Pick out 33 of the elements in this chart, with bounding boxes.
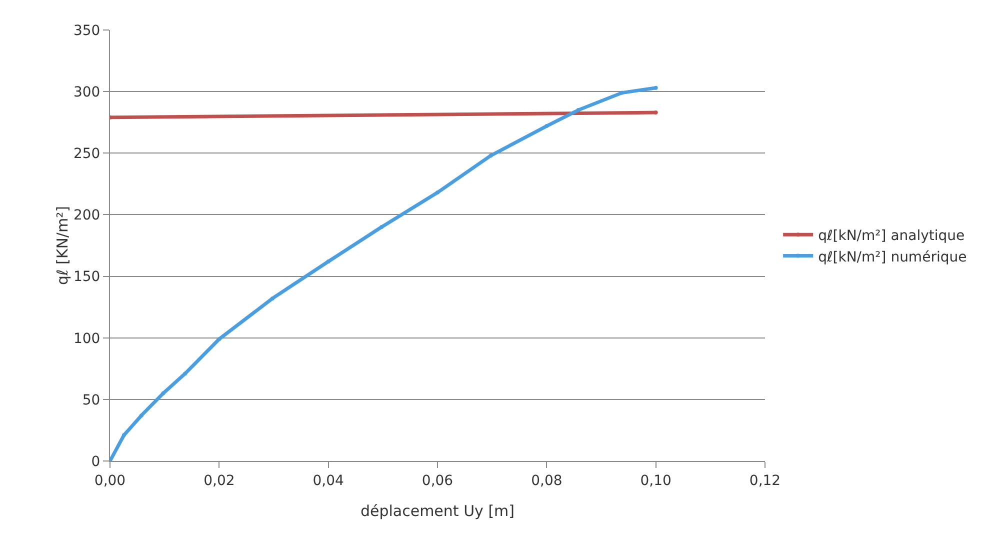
point [270,296,274,300]
y-tick-label: 100 [73,330,100,347]
point [122,433,126,438]
point [380,225,384,230]
y-tick-label: 300 [73,84,100,100]
point [576,108,580,112]
point [620,90,624,95]
legend-label: qℓ[kN/m²] numérique [818,249,967,266]
point [654,86,658,90]
x-tick-label: 0,04 [312,472,344,489]
point [436,190,440,195]
x-tick-label: 0,10 [640,472,672,489]
y-axis-title: qℓ [KN/m²] [53,206,72,285]
y-tick-label: 150 [73,269,100,286]
y-tick-label: 200 [73,208,100,224]
y-tick-label: 250 [73,146,100,162]
point [217,337,222,342]
point [161,391,166,396]
x-tick-label: 0,00 [94,472,126,489]
y-tick-label: 0 [91,454,100,470]
point [139,413,144,418]
x-axis-title: déplacement Uy [m] [360,502,515,520]
y-tick-label: 50 [82,392,100,408]
point [488,154,493,158]
x-tick-label: 0,12 [749,472,781,489]
x-tick-label: 0,06 [422,472,454,489]
x-tick-label: 0,02 [204,472,235,489]
x-tick-label: 0,08 [531,472,562,489]
point [326,260,330,264]
y-tick-label: 350 [73,22,100,39]
point [183,372,188,376]
legend-label: qℓ[kN/m²] analytique [818,228,965,244]
point [544,124,549,128]
